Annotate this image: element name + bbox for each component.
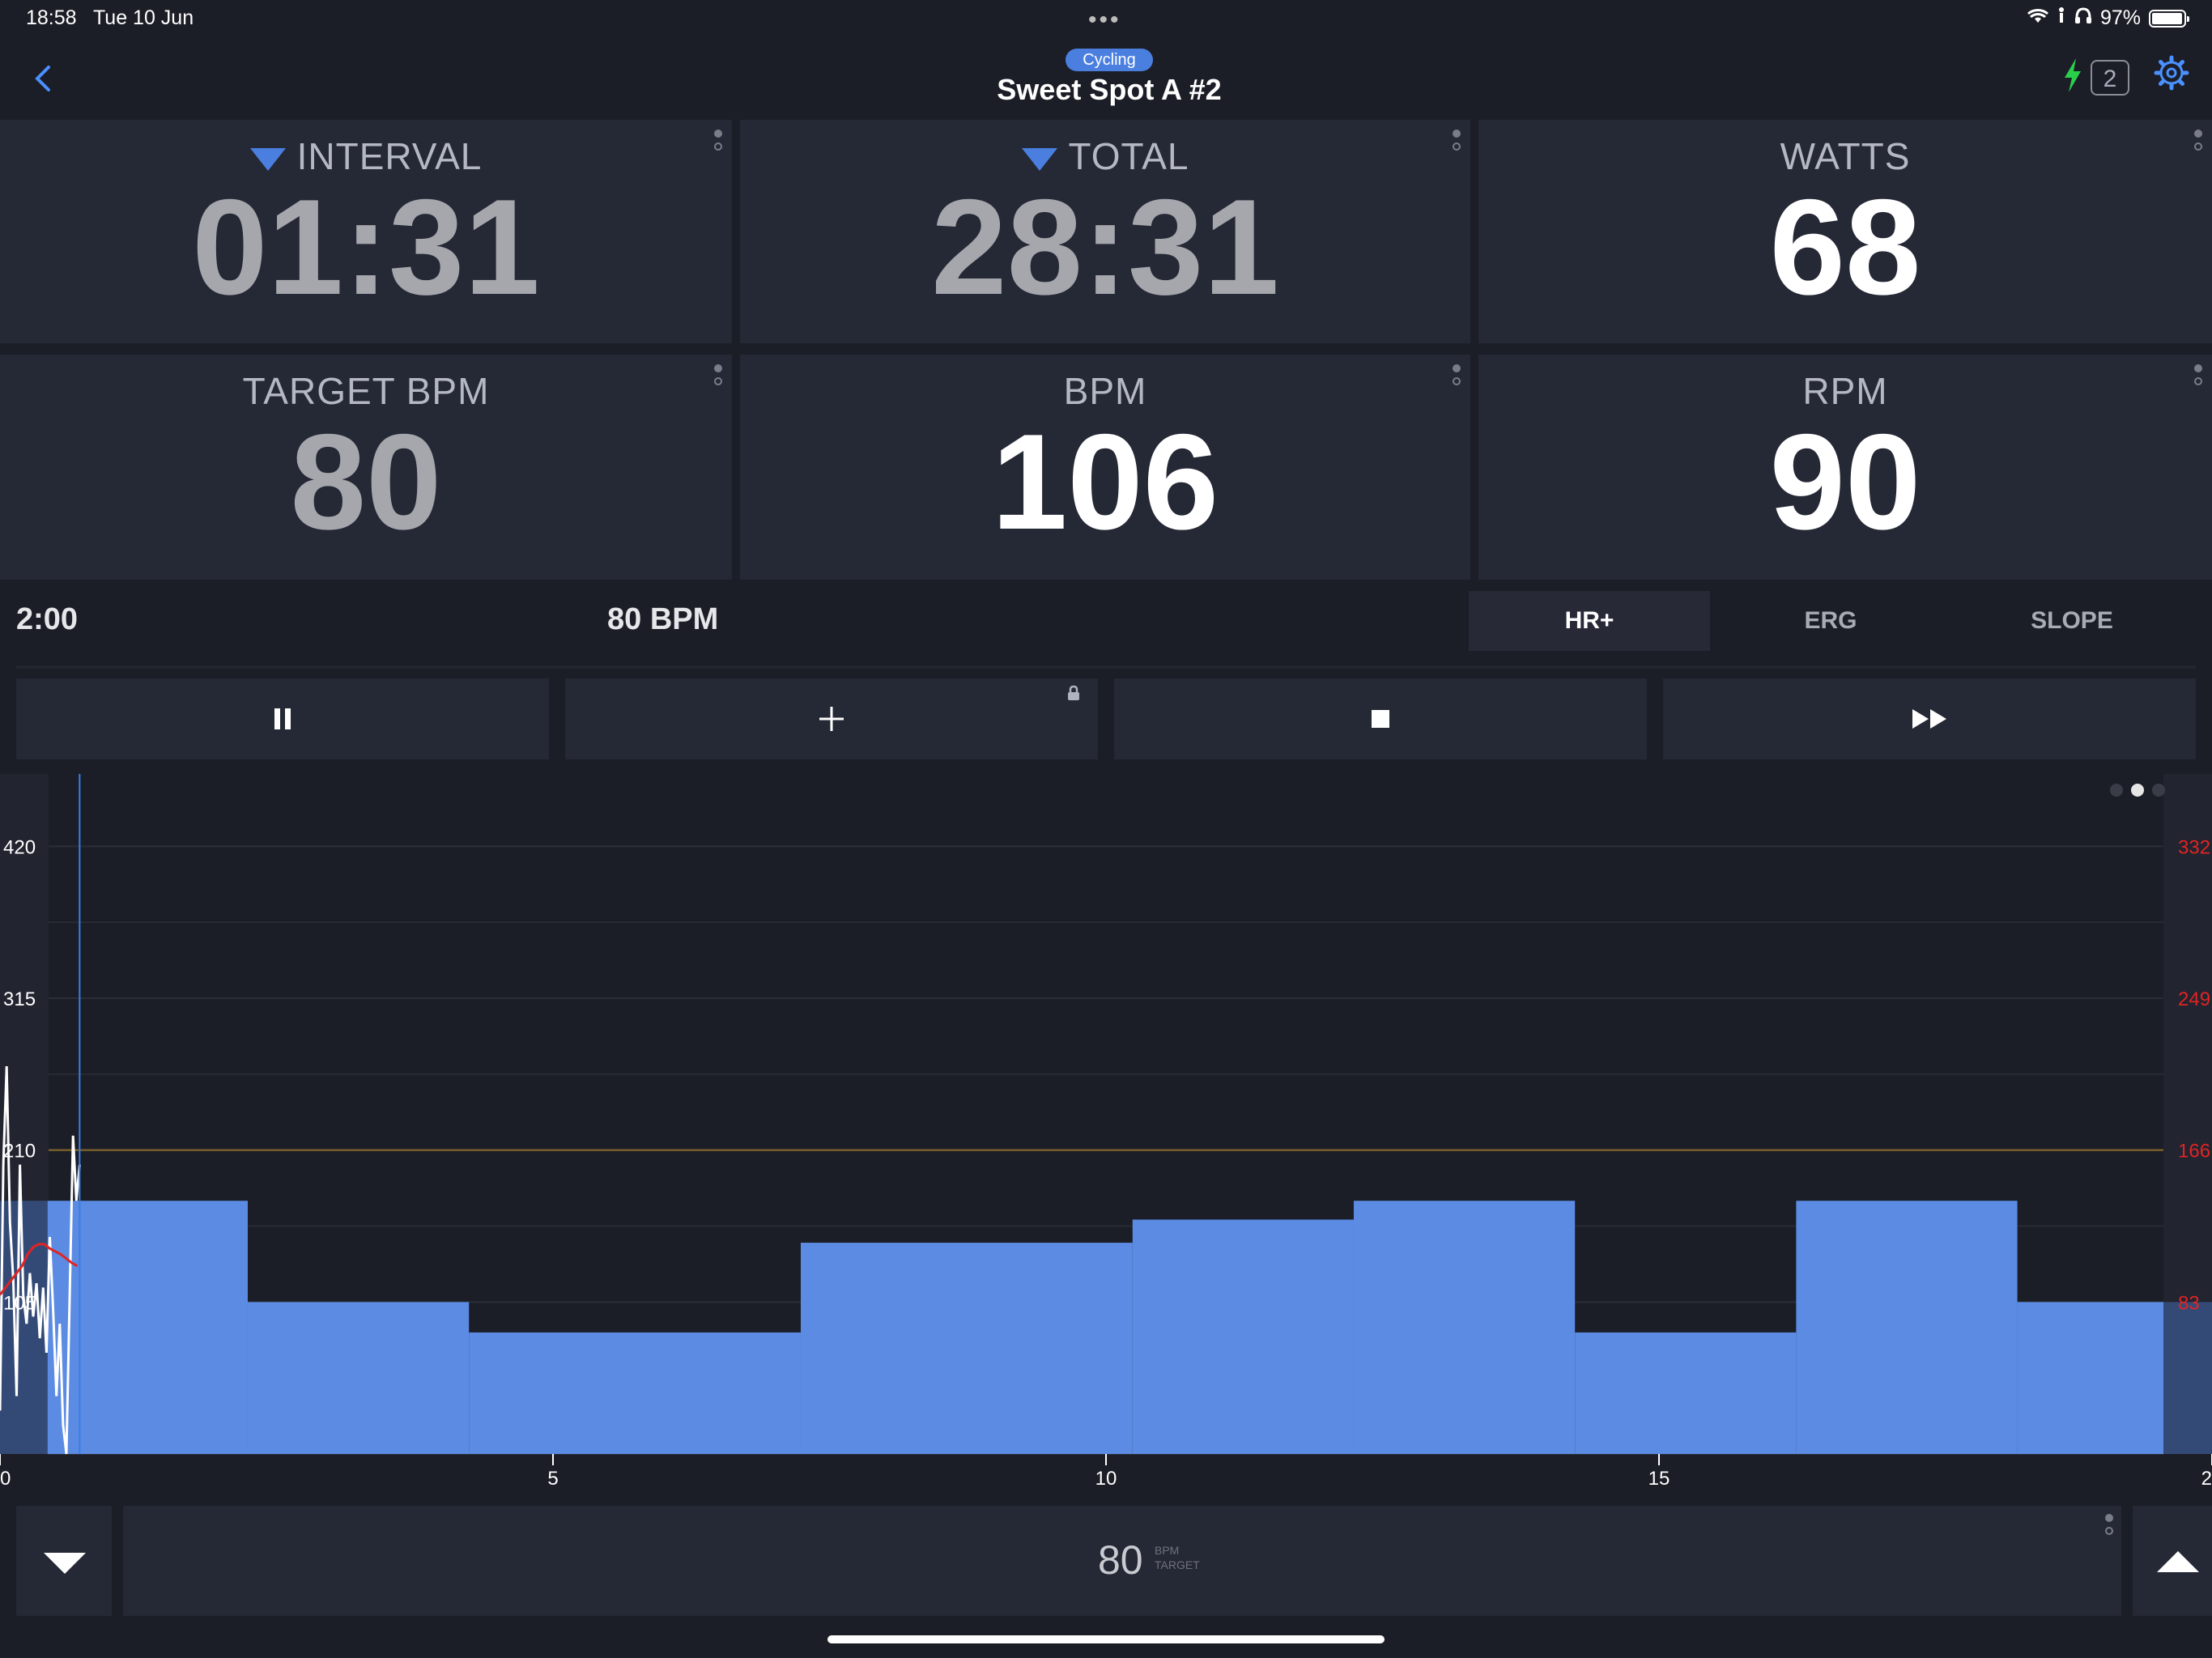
- rpm-value: 90: [1769, 406, 1921, 558]
- rpm-tile[interactable]: RPM 90: [1478, 355, 2212, 580]
- status-time-date: 18:58 Tue 10 Jun: [26, 6, 194, 30]
- workout-block: [1132, 1219, 1354, 1454]
- x-axis-tick-label: 0: [0, 1468, 11, 1490]
- power-source-button[interactable]: [2063, 58, 2082, 100]
- status-date: Tue 10 Jun: [92, 6, 194, 29]
- countdown-triangle-icon: [1021, 147, 1057, 171]
- target-bpm-tile[interactable]: TARGET BPM 80: [0, 355, 732, 580]
- workout-block: [247, 1302, 470, 1454]
- settings-button[interactable]: [2154, 55, 2189, 100]
- bpm-tile[interactable]: BPM 106: [740, 355, 1470, 580]
- interval-label: INTERVAL: [296, 135, 483, 177]
- bpm-value: 106: [991, 406, 1219, 558]
- total-tile[interactable]: TOTAL 28:31: [740, 120, 1470, 343]
- increase-target-button[interactable]: [2133, 1506, 2212, 1616]
- x-axis-tick-label: 15: [1648, 1468, 1670, 1490]
- status-time: 18:58: [26, 6, 77, 29]
- status-right: 97%: [2027, 6, 2189, 30]
- decrease-target-button[interactable]: [16, 1506, 112, 1616]
- chevron-left-icon: [35, 66, 50, 91]
- y-axis-right-tick-label: 332: [2178, 836, 2210, 858]
- target-control-value: 80: [1098, 1537, 1143, 1583]
- workout-block: [800, 1243, 1133, 1454]
- sport-badge: Cycling: [1066, 49, 1153, 71]
- watts-tile[interactable]: WATTS 68: [1478, 120, 2212, 343]
- workout-block: [2017, 1302, 2163, 1454]
- interval-tile[interactable]: INTERVAL 01:31: [0, 120, 732, 343]
- watts-label: WATTS: [1780, 135, 1911, 177]
- workout-block: [469, 1332, 801, 1454]
- stop-button[interactable]: [1114, 678, 1647, 759]
- x-axis-tick-label: 10: [1095, 1468, 1117, 1490]
- heart-rate-trace-line: [0, 1243, 79, 1296]
- watts-value: 68: [1769, 171, 1921, 323]
- interval-value: 01:31: [192, 171, 540, 323]
- pause-button[interactable]: [16, 678, 549, 759]
- battery-percent: 97%: [2099, 6, 2141, 29]
- pause-icon: [16, 678, 549, 759]
- target-bpm-value: 80: [290, 406, 442, 558]
- divider: [16, 665, 2196, 669]
- workout-block: [1575, 1332, 1797, 1454]
- chart-page-indicator[interactable]: [2110, 784, 2165, 797]
- battery-icon: [2149, 9, 2189, 28]
- gear-icon: [2154, 55, 2189, 91]
- multitask-dots-icon[interactable]: •••: [1088, 6, 1121, 33]
- workout-block: [1353, 1201, 1576, 1454]
- mode-selector: HR+ ERG SLOPE: [1469, 591, 2194, 651]
- stop-icon: [1114, 678, 1647, 759]
- tile-options-icon[interactable]: [2194, 130, 2204, 155]
- y-axis-left-tick-label: 420: [3, 836, 36, 858]
- y-axis-left-tick-label: 210: [3, 1141, 36, 1163]
- home-indicator[interactable]: [827, 1635, 1385, 1643]
- tile-options-icon[interactable]: [1453, 130, 1462, 155]
- mode-erg[interactable]: ERG: [1804, 607, 1857, 634]
- target-unit-top: BPM: [1155, 1544, 1180, 1557]
- device-count-button[interactable]: 2: [2091, 60, 2129, 96]
- fast-forward-icon: [1663, 678, 2196, 759]
- rpm-label: RPM: [1802, 370, 1888, 412]
- status-bar: 18:58 Tue 10 Jun ••• 97%: [0, 0, 2212, 40]
- y-axis-right-tick-label: 83: [2178, 1292, 2200, 1314]
- workout-title: Sweet Spot A #2: [997, 73, 1222, 106]
- countdown-triangle-icon: [249, 147, 286, 171]
- tile-options-icon[interactable]: [714, 130, 724, 155]
- target-control[interactable]: 80 BPM TARGET: [123, 1506, 2121, 1616]
- plus-icon: [565, 678, 1098, 759]
- target-unit-bottom: TARGET: [1155, 1558, 1200, 1571]
- back-button[interactable]: [31, 57, 55, 102]
- workout-chart[interactable]: 420 315 210 105 332 249 166 83 0 5 10 15 2: [0, 774, 2212, 1491]
- tile-options-icon[interactable]: [2105, 1514, 2115, 1540]
- add-button[interactable]: [565, 678, 1098, 759]
- headphones-icon: [2074, 6, 2092, 30]
- tile-options-icon[interactable]: [714, 364, 724, 390]
- y-axis-right-tick-label: 166: [2178, 1141, 2210, 1163]
- bolt-icon: [2065, 58, 2081, 92]
- bpm-label: BPM: [1063, 370, 1147, 412]
- interval-target: 80 BPM: [607, 602, 719, 636]
- skip-forward-button[interactable]: [1663, 678, 2196, 759]
- workout-block: [1796, 1201, 2018, 1454]
- total-value: 28:31: [931, 171, 1279, 323]
- x-axis-tick-label: 2: [2201, 1468, 2212, 1490]
- triangle-down-icon: [44, 1553, 86, 1574]
- mode-hr-plus[interactable]: HR+: [1469, 591, 1710, 651]
- wifi-icon: [2027, 6, 2048, 30]
- target-bpm-label: TARGET BPM: [242, 370, 490, 412]
- tile-options-icon[interactable]: [1453, 364, 1462, 390]
- workout-block-future: [2163, 1302, 2212, 1454]
- interval-remaining: 2:00: [16, 602, 79, 636]
- tile-options-icon[interactable]: [2194, 364, 2204, 390]
- location-icon: [2057, 6, 2066, 30]
- power-trace-line: [0, 1065, 81, 1455]
- y-axis-left-tick-label: 315: [3, 988, 36, 1010]
- workout-block: [47, 1201, 248, 1454]
- total-label: TOTAL: [1068, 135, 1189, 177]
- y-axis-left-tick-label: 105: [3, 1292, 36, 1314]
- triangle-up-icon: [2157, 1551, 2199, 1572]
- mode-slope[interactable]: SLOPE: [2031, 607, 2113, 634]
- y-axis-right-tick-label: 249: [2178, 988, 2210, 1010]
- lock-icon: [1067, 685, 1080, 706]
- x-axis-tick-label: 5: [547, 1468, 558, 1490]
